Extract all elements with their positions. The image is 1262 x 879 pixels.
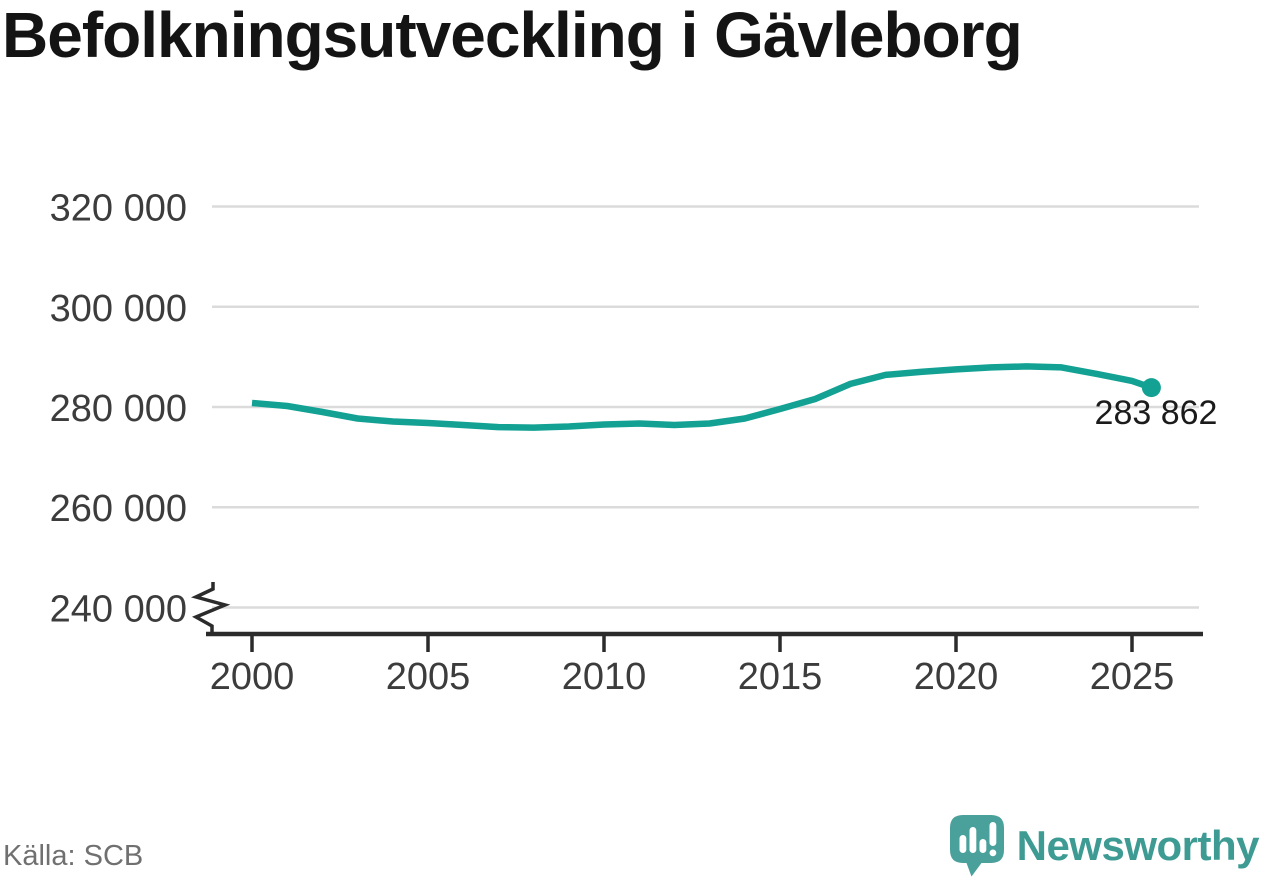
population-line: [251, 363, 1153, 431]
y-tick-label: 280 000: [50, 388, 187, 430]
end-value-label: 283 862: [1095, 394, 1218, 432]
x-axis-labels: 2000 2005 2010 2015 2020 2025: [210, 656, 1175, 698]
y-tick-label: 320 000: [50, 188, 187, 230]
end-point-marker: [1141, 378, 1161, 398]
chart-title: Befolkningsutveckling i Gävleborg: [2, 0, 1023, 71]
x-tick-label: 2005: [386, 656, 471, 698]
bar-chart-exclamation-glyph: [959, 822, 996, 857]
x-tick-label: 2010: [562, 656, 647, 698]
newsworthy-logo: Newsworthy: [949, 815, 1260, 877]
x-tick-label: 2025: [1090, 656, 1175, 698]
y-tick-label: 300 000: [50, 288, 187, 330]
y-grid: [212, 205, 1199, 609]
y-tick-label: 260 000: [50, 488, 187, 530]
y-tick-label: 240 000: [50, 589, 187, 631]
axis-break-icon: [190, 582, 231, 635]
x-tick-label: 2020: [914, 656, 999, 698]
newsworthy-icon: [949, 815, 1004, 877]
x-axis: [206, 631, 1203, 652]
y-axis-labels: 320 000 300 000 280 000 260 000 240 000: [50, 188, 187, 631]
newsworthy-wordmark: Newsworthy: [1016, 822, 1260, 869]
source-label: Källa: SCB: [3, 840, 144, 872]
x-tick-label: 2000: [210, 656, 295, 698]
x-tick-label: 2015: [738, 656, 823, 698]
